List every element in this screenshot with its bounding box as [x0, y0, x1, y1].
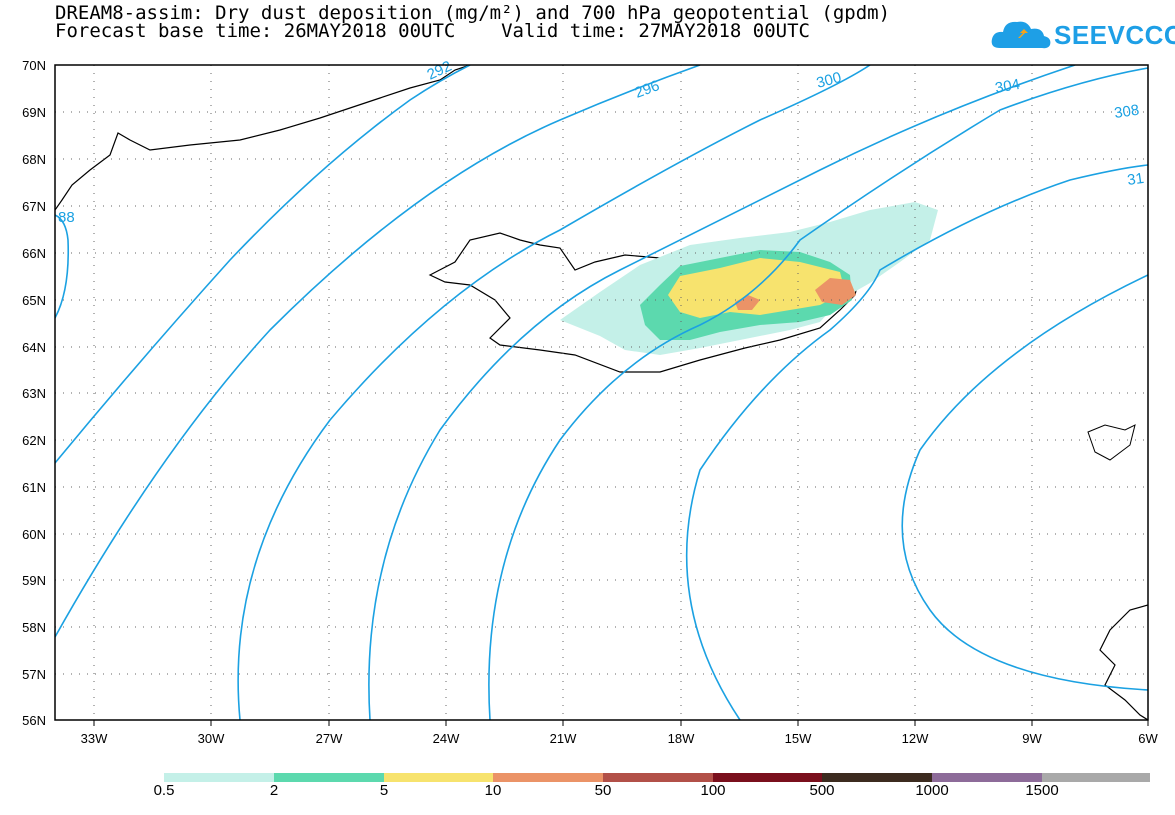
- colorbar-swatch: [274, 773, 384, 782]
- seevccc-logo: SEEVCCC: [990, 14, 1175, 54]
- lat-label: 62N: [22, 433, 46, 448]
- lon-label: 12W: [902, 731, 929, 746]
- lat-label: 67N: [22, 199, 46, 214]
- colorbar-label: 1000: [915, 782, 949, 799]
- lon-label: 27W: [316, 731, 343, 746]
- logo-text: SEEVCCC: [1054, 20, 1175, 50]
- lat-label: 63N: [22, 386, 46, 401]
- lon-label: 33W: [81, 731, 108, 746]
- greenland-coastline: [55, 65, 471, 211]
- colorbar-label: 100: [700, 782, 726, 799]
- lon-label: 30W: [198, 731, 225, 746]
- lon-label: 21W: [550, 731, 577, 746]
- lat-label: 56N: [22, 713, 46, 728]
- colorbar-label: 500: [809, 782, 835, 799]
- colorbar-swatch: [932, 773, 1042, 782]
- colorbar-label: 2: [269, 782, 279, 799]
- contour-304: [488, 67, 1148, 720]
- colorbar-label: 0.5: [153, 782, 175, 799]
- norway-coast: [1099, 604, 1148, 720]
- lat-label: 61N: [22, 480, 46, 495]
- colorbar-swatch: [822, 773, 932, 782]
- lat-label: 65N: [22, 293, 46, 308]
- map-frame: [54, 64, 1149, 721]
- lat-label: 57N: [22, 667, 46, 682]
- contour-300: [368, 65, 1076, 720]
- lat-label: 59N: [22, 573, 46, 588]
- lon-label: 9W: [1022, 731, 1042, 746]
- contour-label: 292: [425, 58, 455, 84]
- contour-label: 31: [1126, 170, 1145, 189]
- lon-label: 15W: [785, 731, 812, 746]
- contour-296: [237, 65, 871, 720]
- lat-label: 64N: [22, 340, 46, 355]
- contour-312: [901, 274, 1148, 691]
- contour-292-1: [55, 65, 471, 464]
- lon-label: 24W: [433, 731, 460, 746]
- colorbar-swatch: [1042, 773, 1150, 782]
- contour-308: [685, 164, 1148, 720]
- contour-label: 308: [1113, 102, 1140, 122]
- lat-label: 60N: [22, 527, 46, 542]
- lat-label: 66N: [22, 246, 46, 261]
- lon-label: 6W: [1138, 731, 1158, 746]
- colorbar-label: 10: [484, 782, 502, 799]
- colorbar-swatch: [164, 773, 274, 782]
- colorbar-label: 1500: [1025, 782, 1059, 799]
- colorbar-swatch: [384, 773, 493, 782]
- contour-292-2: [55, 65, 701, 638]
- lat-label: 70N: [22, 58, 46, 73]
- dust-field-high: [815, 278, 856, 305]
- colorbar: [164, 773, 1150, 782]
- forecast-times: Forecast base time: 26MAY2018 00UTC Vali…: [55, 20, 810, 42]
- colorbar-swatch: [493, 773, 603, 782]
- cloud-icon: [991, 21, 1051, 49]
- lon-gridlines: [93, 65, 1033, 720]
- colorbar-swatch: [713, 773, 822, 782]
- contour-label: 304: [994, 76, 1022, 97]
- lon-label: 18W: [668, 731, 695, 746]
- chart-title: DREAM8-assim: Dry dust deposition (mg/m²…: [55, 2, 891, 24]
- faroe-islands: [1087, 424, 1136, 461]
- contour-288: [55, 214, 70, 319]
- lat-label: 69N: [22, 105, 46, 120]
- colorbar-label: 5: [379, 782, 389, 799]
- lat-label: 68N: [22, 152, 46, 167]
- contour-label: 88: [58, 209, 75, 226]
- contour-label: 300: [815, 69, 844, 92]
- lat-label: 58N: [22, 620, 46, 635]
- colorbar-swatch: [603, 773, 713, 782]
- colorbar-label: 50: [594, 782, 612, 799]
